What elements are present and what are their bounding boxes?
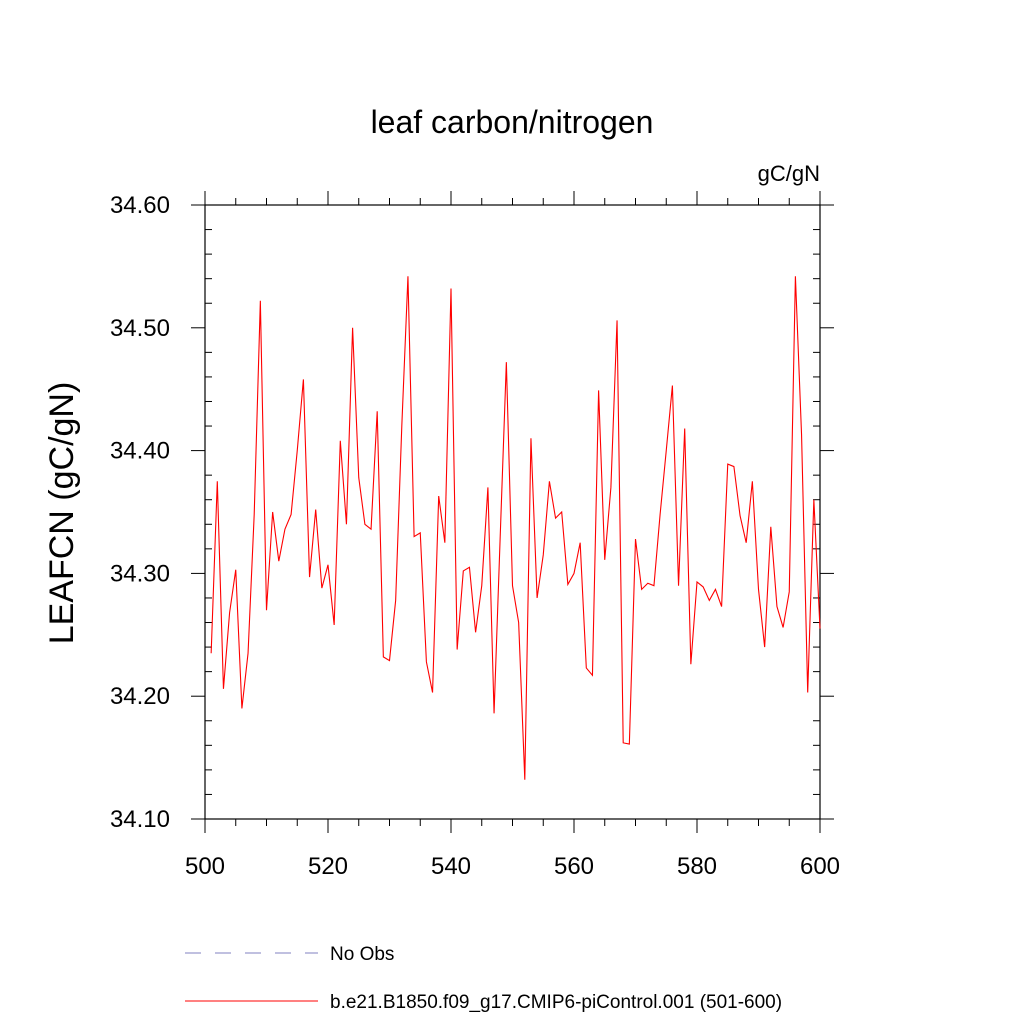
legend-label-control-run: b.e21.B1850.f09_g17.CMIP6-piControl.001 … [330, 992, 782, 1013]
y-tick-label: 34.60 [110, 192, 170, 219]
tick-labels: 500 520 540 560 580 600 34.10 34.20 34.30 34.40 34… [110, 192, 840, 880]
y-tick-label: 34.10 [110, 806, 170, 833]
x-tick-label: 560 [554, 853, 594, 880]
x-tick-label: 520 [308, 853, 348, 880]
y-tick-label: 34.30 [110, 560, 170, 587]
y-axis-label: LEAFCN (gC/gN) [43, 382, 81, 645]
y-tick-label: 34.20 [110, 683, 170, 710]
axis-ticks [191, 191, 834, 833]
series-layer [210, 276, 821, 780]
y-tick-label: 34.40 [110, 438, 170, 465]
x-tick-label: 500 [185, 853, 225, 880]
legend: No Obs b.e21.B1850.f09_g17.CMIP6-piContr… [185, 944, 782, 1013]
y-tick-label: 34.50 [110, 315, 170, 342]
plot-frame [204, 204, 821, 820]
series-line-control-run [210, 276, 821, 780]
x-tick-label: 600 [800, 853, 840, 880]
legend-label-no-obs: No Obs [330, 944, 394, 965]
units-label: gC/gN [758, 161, 820, 186]
chart-title: leaf carbon/nitrogen [371, 104, 654, 140]
x-tick-label: 580 [677, 853, 717, 880]
x-tick-label: 540 [431, 853, 471, 880]
